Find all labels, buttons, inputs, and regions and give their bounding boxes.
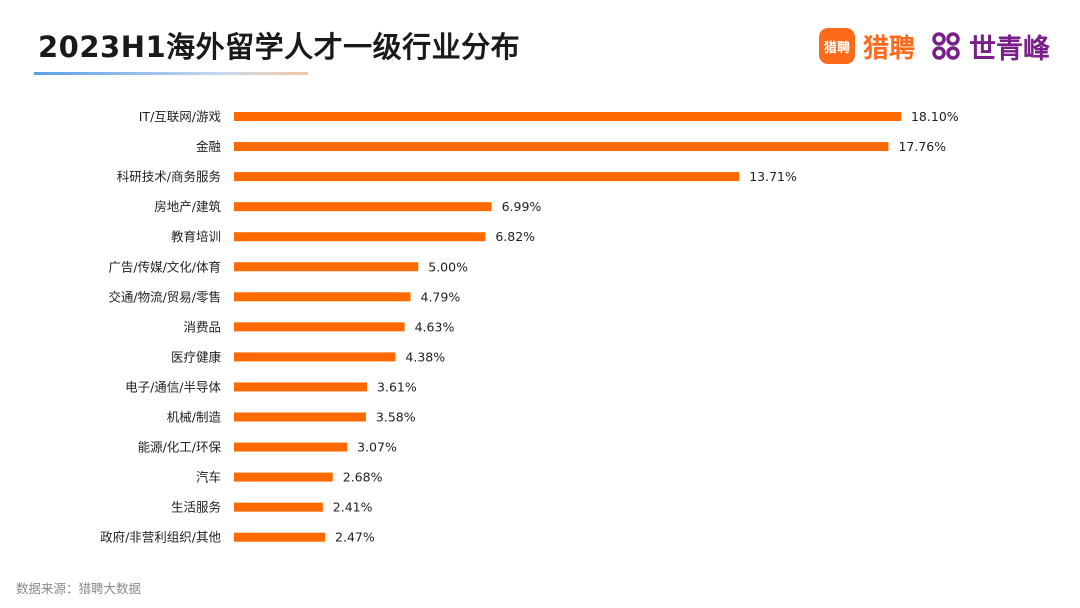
category-label: 广告/传媒/文化/体育 [108, 259, 221, 274]
bar [234, 532, 326, 542]
category-label: 金融 [196, 139, 222, 154]
liepin-logo-text: 猎聘 [862, 33, 915, 64]
page-title: 2023H1海外留学人才一级行业分布 [38, 30, 521, 64]
category-label: 医疗健康 [171, 349, 222, 364]
category-label: 交通/物流/贸易/零售 [108, 289, 221, 304]
data-source-note: 数据来源：猎聘大数据 [16, 581, 142, 596]
bar [234, 352, 396, 362]
category-label: 消费品 [183, 319, 221, 334]
data-label: 17.76% [898, 139, 946, 154]
category-label: 机械/制造 [167, 410, 222, 425]
liepin-logo-icon: 猎聘 [818, 28, 855, 64]
data-label: 3.58% [376, 410, 416, 425]
data-label: 2.47% [335, 530, 375, 545]
bar [234, 322, 405, 332]
data-label: 6.99% [502, 199, 542, 214]
data-label: 6.82% [495, 229, 535, 244]
data-label: 5.00% [428, 259, 468, 274]
data-label: 2.68% [343, 470, 383, 485]
category-label: 汽车 [196, 470, 221, 485]
bar [234, 262, 419, 272]
brand-logos: 猎聘 猎聘 世青峰 [818, 26, 1050, 66]
category-label: 教育培训 [171, 229, 221, 244]
shiqingfeng-logo-text: 世青峰 [969, 33, 1050, 65]
shiqingfeng-logo-icon [931, 31, 961, 61]
title-underline [34, 72, 308, 75]
data-label: 3.61% [377, 379, 417, 394]
data-label: 4.38% [405, 349, 445, 364]
bar [234, 142, 889, 152]
bar [234, 202, 492, 212]
category-label: 电子/通信/半导体 [125, 379, 221, 394]
data-label: 18.10% [911, 109, 959, 124]
bar-chart: IT/互联网/游戏 18.10% 金融 17.76% 科研技术/商务服务 13.71% 房地… [100, 109, 959, 545]
bar [234, 292, 411, 302]
data-label: 2.41% [333, 500, 373, 515]
category-label: 能源/化工/环保 [138, 440, 222, 455]
bar [234, 172, 740, 182]
data-label: 13.71% [749, 169, 797, 184]
category-label: IT/互联网/游戏 [139, 109, 221, 124]
bar [234, 232, 486, 242]
bar [234, 472, 333, 482]
bar [234, 382, 368, 392]
data-label: 4.79% [421, 289, 461, 304]
bar [234, 502, 323, 512]
data-label: 3.07% [357, 440, 397, 455]
category-label: 政府/非营利组织/其他 [100, 530, 221, 545]
category-label: 科研技术/商务服务 [117, 169, 221, 184]
category-label: 房地产/建筑 [154, 199, 221, 214]
bar [234, 112, 901, 121]
data-label: 4.63% [415, 319, 455, 334]
bar [234, 442, 348, 452]
category-label: 生活服务 [171, 500, 221, 515]
bar [234, 412, 366, 422]
